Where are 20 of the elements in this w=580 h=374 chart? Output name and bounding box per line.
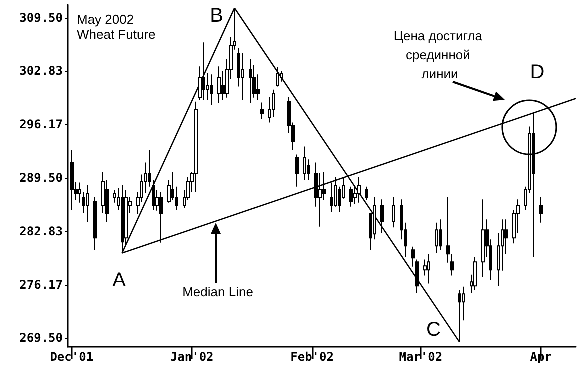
y-tick-label: 282.83 — [20, 224, 63, 238]
y-tick-label: 302.83 — [20, 64, 63, 78]
y-tick-label: 296.17 — [20, 118, 63, 132]
x-tick-label: Mar'02 — [399, 350, 443, 364]
y-tick-label: 269.50 — [20, 331, 63, 346]
x-tick-label: Apr — [530, 350, 552, 364]
text: May 2002 — [77, 12, 134, 27]
text: Wheat Future — [77, 27, 156, 42]
x-tick-label: Jan'02 — [170, 350, 214, 364]
annotation: A — [112, 269, 127, 292]
annotation: C — [426, 319, 441, 342]
x-tick-label: Feb'02 — [290, 350, 334, 364]
annotation: Median Line — [182, 284, 254, 300]
annotation: B — [210, 5, 224, 28]
annotation: D — [530, 62, 545, 84]
y-tick-label: 289.50 — [20, 171, 63, 185]
y-tick-label: 276.17 — [20, 278, 63, 292]
x-tick-label: Dec'01 — [50, 350, 94, 364]
annotation: Цена достигла срединной линии — [394, 28, 486, 82]
y-tick-label: 309.50 — [20, 10, 63, 25]
